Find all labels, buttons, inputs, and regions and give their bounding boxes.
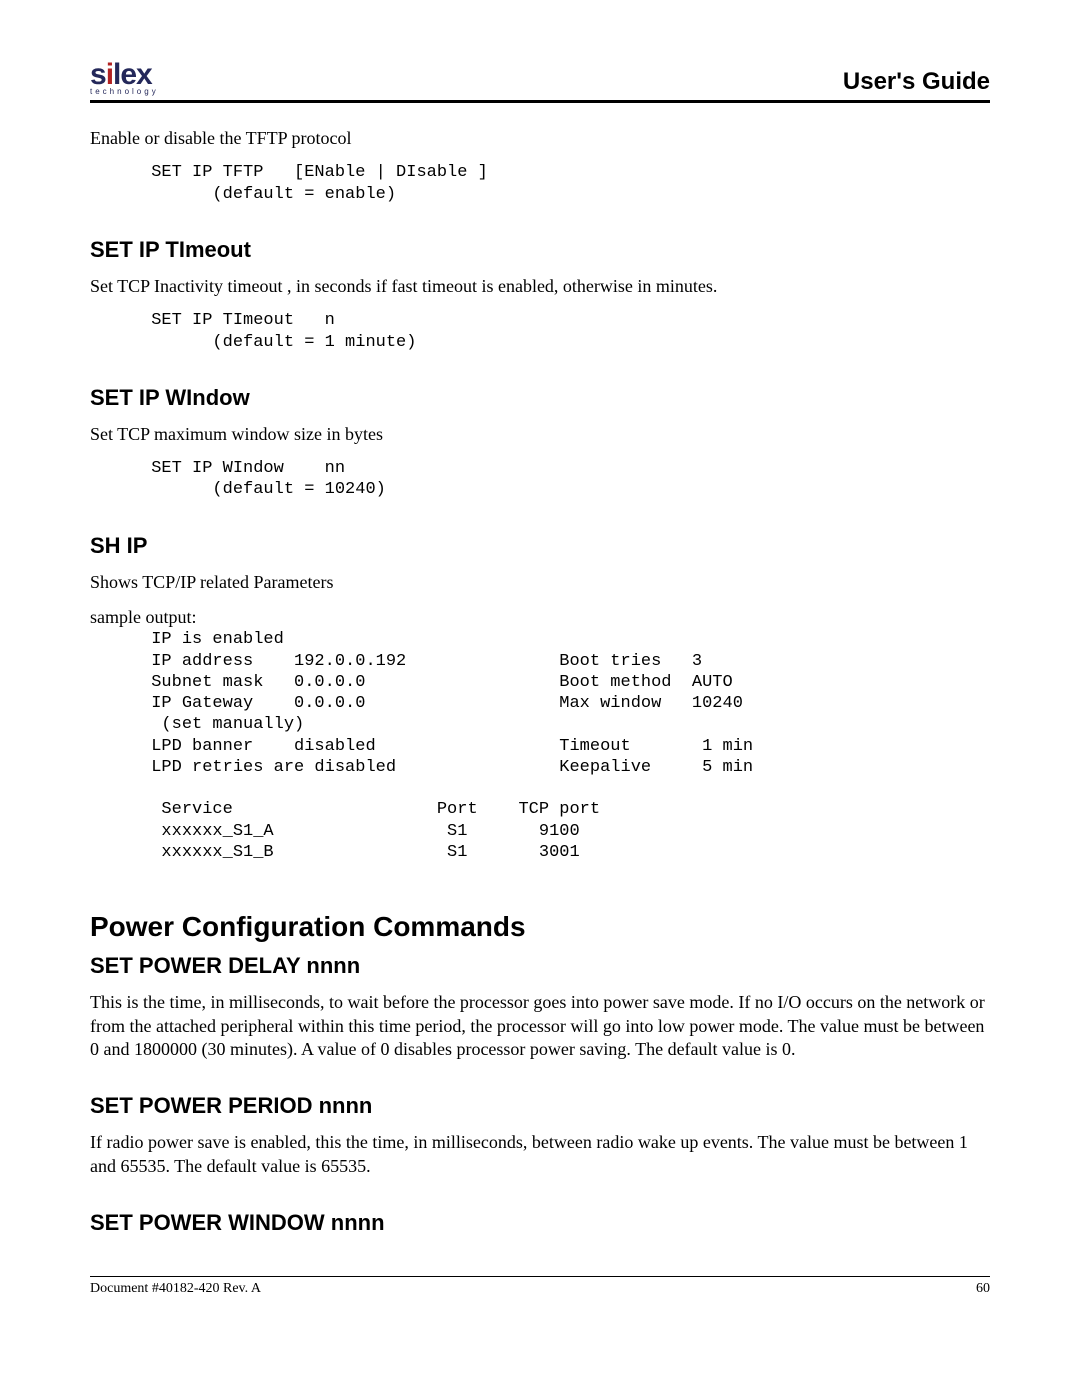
footer-page: 60 <box>976 1281 990 1297</box>
section-heading-window: SET IP WIndow <box>90 385 990 411</box>
power-delay-text: This is the time, in milliseconds, to wa… <box>90 991 990 1061</box>
header-title: User's Guide <box>843 68 990 96</box>
footer: Document #40182-420 Rev. A 60 <box>90 1276 990 1297</box>
ship-text: Shows TCP/IP related Parameters <box>90 571 990 594</box>
logo-main: silex <box>90 60 159 90</box>
sample-output-label: sample output: <box>90 606 990 629</box>
power-title: Power Configuration Commands <box>90 911 990 943</box>
section-code-timeout: SET IP TImeout n (default = 1 minute) <box>90 310 990 353</box>
intro-code: SET IP TFTP [ENable | DIsable ] (default… <box>90 162 990 205</box>
power-period-text: If radio power save is enabled, this the… <box>90 1131 990 1178</box>
intro-text: Enable or disable the TFTP protocol <box>90 127 990 150</box>
section-text-window: Set TCP maximum window size in bytes <box>90 423 990 446</box>
logo: silex technology <box>90 60 159 96</box>
power-period-heading: SET POWER PERIOD nnnn <box>90 1093 990 1119</box>
section-heading-timeout: SET IP TImeout <box>90 237 990 263</box>
power-window-heading: SET POWER WINDOW nnnn <box>90 1210 990 1236</box>
ship-code: IP is enabled IP address 192.0.0.192 Boo… <box>90 629 990 863</box>
section-code-window: SET IP WIndow nn (default = 10240) <box>90 458 990 501</box>
header-bar: silex technology User's Guide <box>90 60 990 103</box>
footer-doc: Document #40182-420 Rev. A <box>90 1281 261 1297</box>
page-container: silex technology User's Guide Enable or … <box>0 0 1080 1337</box>
logo-subtext: technology <box>90 88 159 96</box>
section-text-timeout: Set TCP Inactivity timeout , in seconds … <box>90 275 990 298</box>
power-delay-heading: SET POWER DELAY nnnn <box>90 953 990 979</box>
ship-heading: SH IP <box>90 533 990 559</box>
